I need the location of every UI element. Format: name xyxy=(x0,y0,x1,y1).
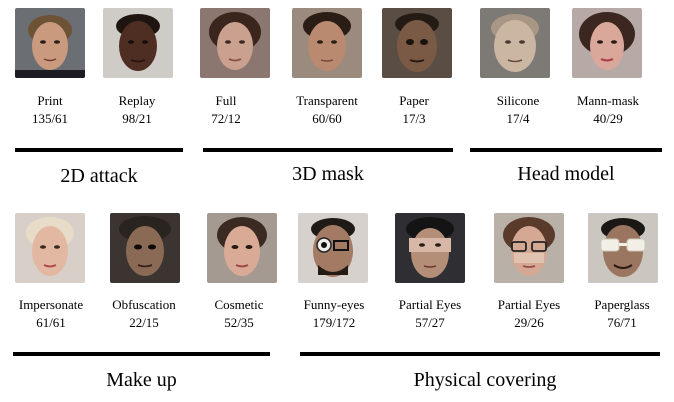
paper-mask-face-image xyxy=(382,8,452,78)
partial-eyes-2-label: Partial Eyes 29/26 xyxy=(474,296,584,332)
transparent-label: Transparent 60/60 xyxy=(272,92,382,128)
attack-count: 40/29 xyxy=(593,111,623,126)
attack-count: 29/26 xyxy=(514,315,544,330)
partial-eyes-glasses-face-image xyxy=(494,213,564,283)
replay-face-image xyxy=(103,8,173,78)
partial-eyes-label: Partial Eyes 57/27 xyxy=(375,296,485,332)
obfuscation-face-image xyxy=(110,213,180,283)
group-title-3d-mask: 3D mask xyxy=(292,163,364,185)
attack-name: Partial Eyes xyxy=(398,297,462,312)
face-photo-icon xyxy=(207,213,277,283)
attack-name: Print xyxy=(37,93,63,108)
attack-name: Mann-mask xyxy=(576,93,640,108)
obfuscation-label: Obfuscation 22/15 xyxy=(89,296,199,332)
group-title-head-model: Head model xyxy=(517,163,615,185)
replay-label: Replay 98/21 xyxy=(82,92,192,128)
group-divider-make-up xyxy=(13,352,270,356)
attack-count: 76/71 xyxy=(607,315,637,330)
attack-name: Silicone xyxy=(496,93,540,108)
paperglass-face-image xyxy=(588,213,658,283)
face-photo-icon xyxy=(15,213,85,283)
face-photo-icon xyxy=(298,213,368,283)
attack-count: 17/3 xyxy=(402,111,426,126)
attack-count: 61/61 xyxy=(36,315,66,330)
attack-name: Obfuscation xyxy=(112,297,176,312)
face-photo-icon xyxy=(103,8,173,78)
group-divider-3d-mask xyxy=(203,148,453,152)
face-photo-icon xyxy=(15,8,85,78)
face-photo-icon xyxy=(480,8,550,78)
attack-name: Paper xyxy=(399,93,429,108)
attack-count: 179/172 xyxy=(312,315,356,330)
attack-name: Transparent xyxy=(296,93,358,108)
face-photo-icon xyxy=(292,8,362,78)
face-photo-icon xyxy=(588,213,658,283)
paper-label: Paper 17/3 xyxy=(359,92,469,128)
transparent-mask-face-image xyxy=(292,8,362,78)
cosmetic-label: Cosmetic 52/35 xyxy=(184,296,294,332)
attack-name: Paperglass xyxy=(594,297,650,312)
impersonate-label: Impersonate 61/61 xyxy=(0,296,106,332)
silicone-face-image xyxy=(480,8,550,78)
face-photo-icon xyxy=(572,8,642,78)
attack-name: Impersonate xyxy=(18,297,84,312)
funny-eyes-label: Funny-eyes 179/172 xyxy=(279,296,389,332)
group-title-2d-attack: 2D attack xyxy=(60,165,138,187)
impersonate-face-image xyxy=(15,213,85,283)
attack-count: 17/4 xyxy=(506,111,530,126)
attack-name: Full xyxy=(215,93,237,108)
group-title-make-up: Make up xyxy=(106,369,177,391)
attack-count: 98/21 xyxy=(122,111,152,126)
group-title-physical-covering: Physical covering xyxy=(413,369,557,391)
face-photo-icon xyxy=(494,213,564,283)
face-photo-icon xyxy=(382,8,452,78)
partial-eyes-face-image xyxy=(395,213,465,283)
attack-name: Replay xyxy=(118,93,156,108)
face-photo-icon xyxy=(200,8,270,78)
attack-count: 22/15 xyxy=(129,315,159,330)
group-divider-physical-covering xyxy=(300,352,660,356)
funny-eyes-face-image xyxy=(298,213,368,283)
mann-mask-label: Mann-mask 40/29 xyxy=(553,92,663,128)
attack-name: Cosmetic xyxy=(214,297,264,312)
silicone-label: Silicone 17/4 xyxy=(463,92,573,128)
attack-name: Partial Eyes xyxy=(497,297,561,312)
paperglass-label: Paperglass 76/71 xyxy=(567,296,674,332)
full-mask-face-image xyxy=(200,8,270,78)
attack-count: 72/12 xyxy=(211,111,241,126)
print-label: Print 135/61 xyxy=(0,92,105,128)
print-face-image xyxy=(15,8,85,78)
attack-count: 57/27 xyxy=(415,315,445,330)
cosmetic-face-image xyxy=(207,213,277,283)
face-photo-icon xyxy=(395,213,465,283)
attack-count: 52/35 xyxy=(224,315,254,330)
attack-name: Funny-eyes xyxy=(303,297,365,312)
attack-count: 60/60 xyxy=(312,111,342,126)
attack-count: 135/61 xyxy=(31,111,69,126)
group-divider-head-model xyxy=(470,148,662,152)
group-divider-2d-attack xyxy=(15,148,183,152)
full-label: Full 72/12 xyxy=(171,92,281,128)
face-photo-icon xyxy=(110,213,180,283)
mann-mask-face-image xyxy=(572,8,642,78)
